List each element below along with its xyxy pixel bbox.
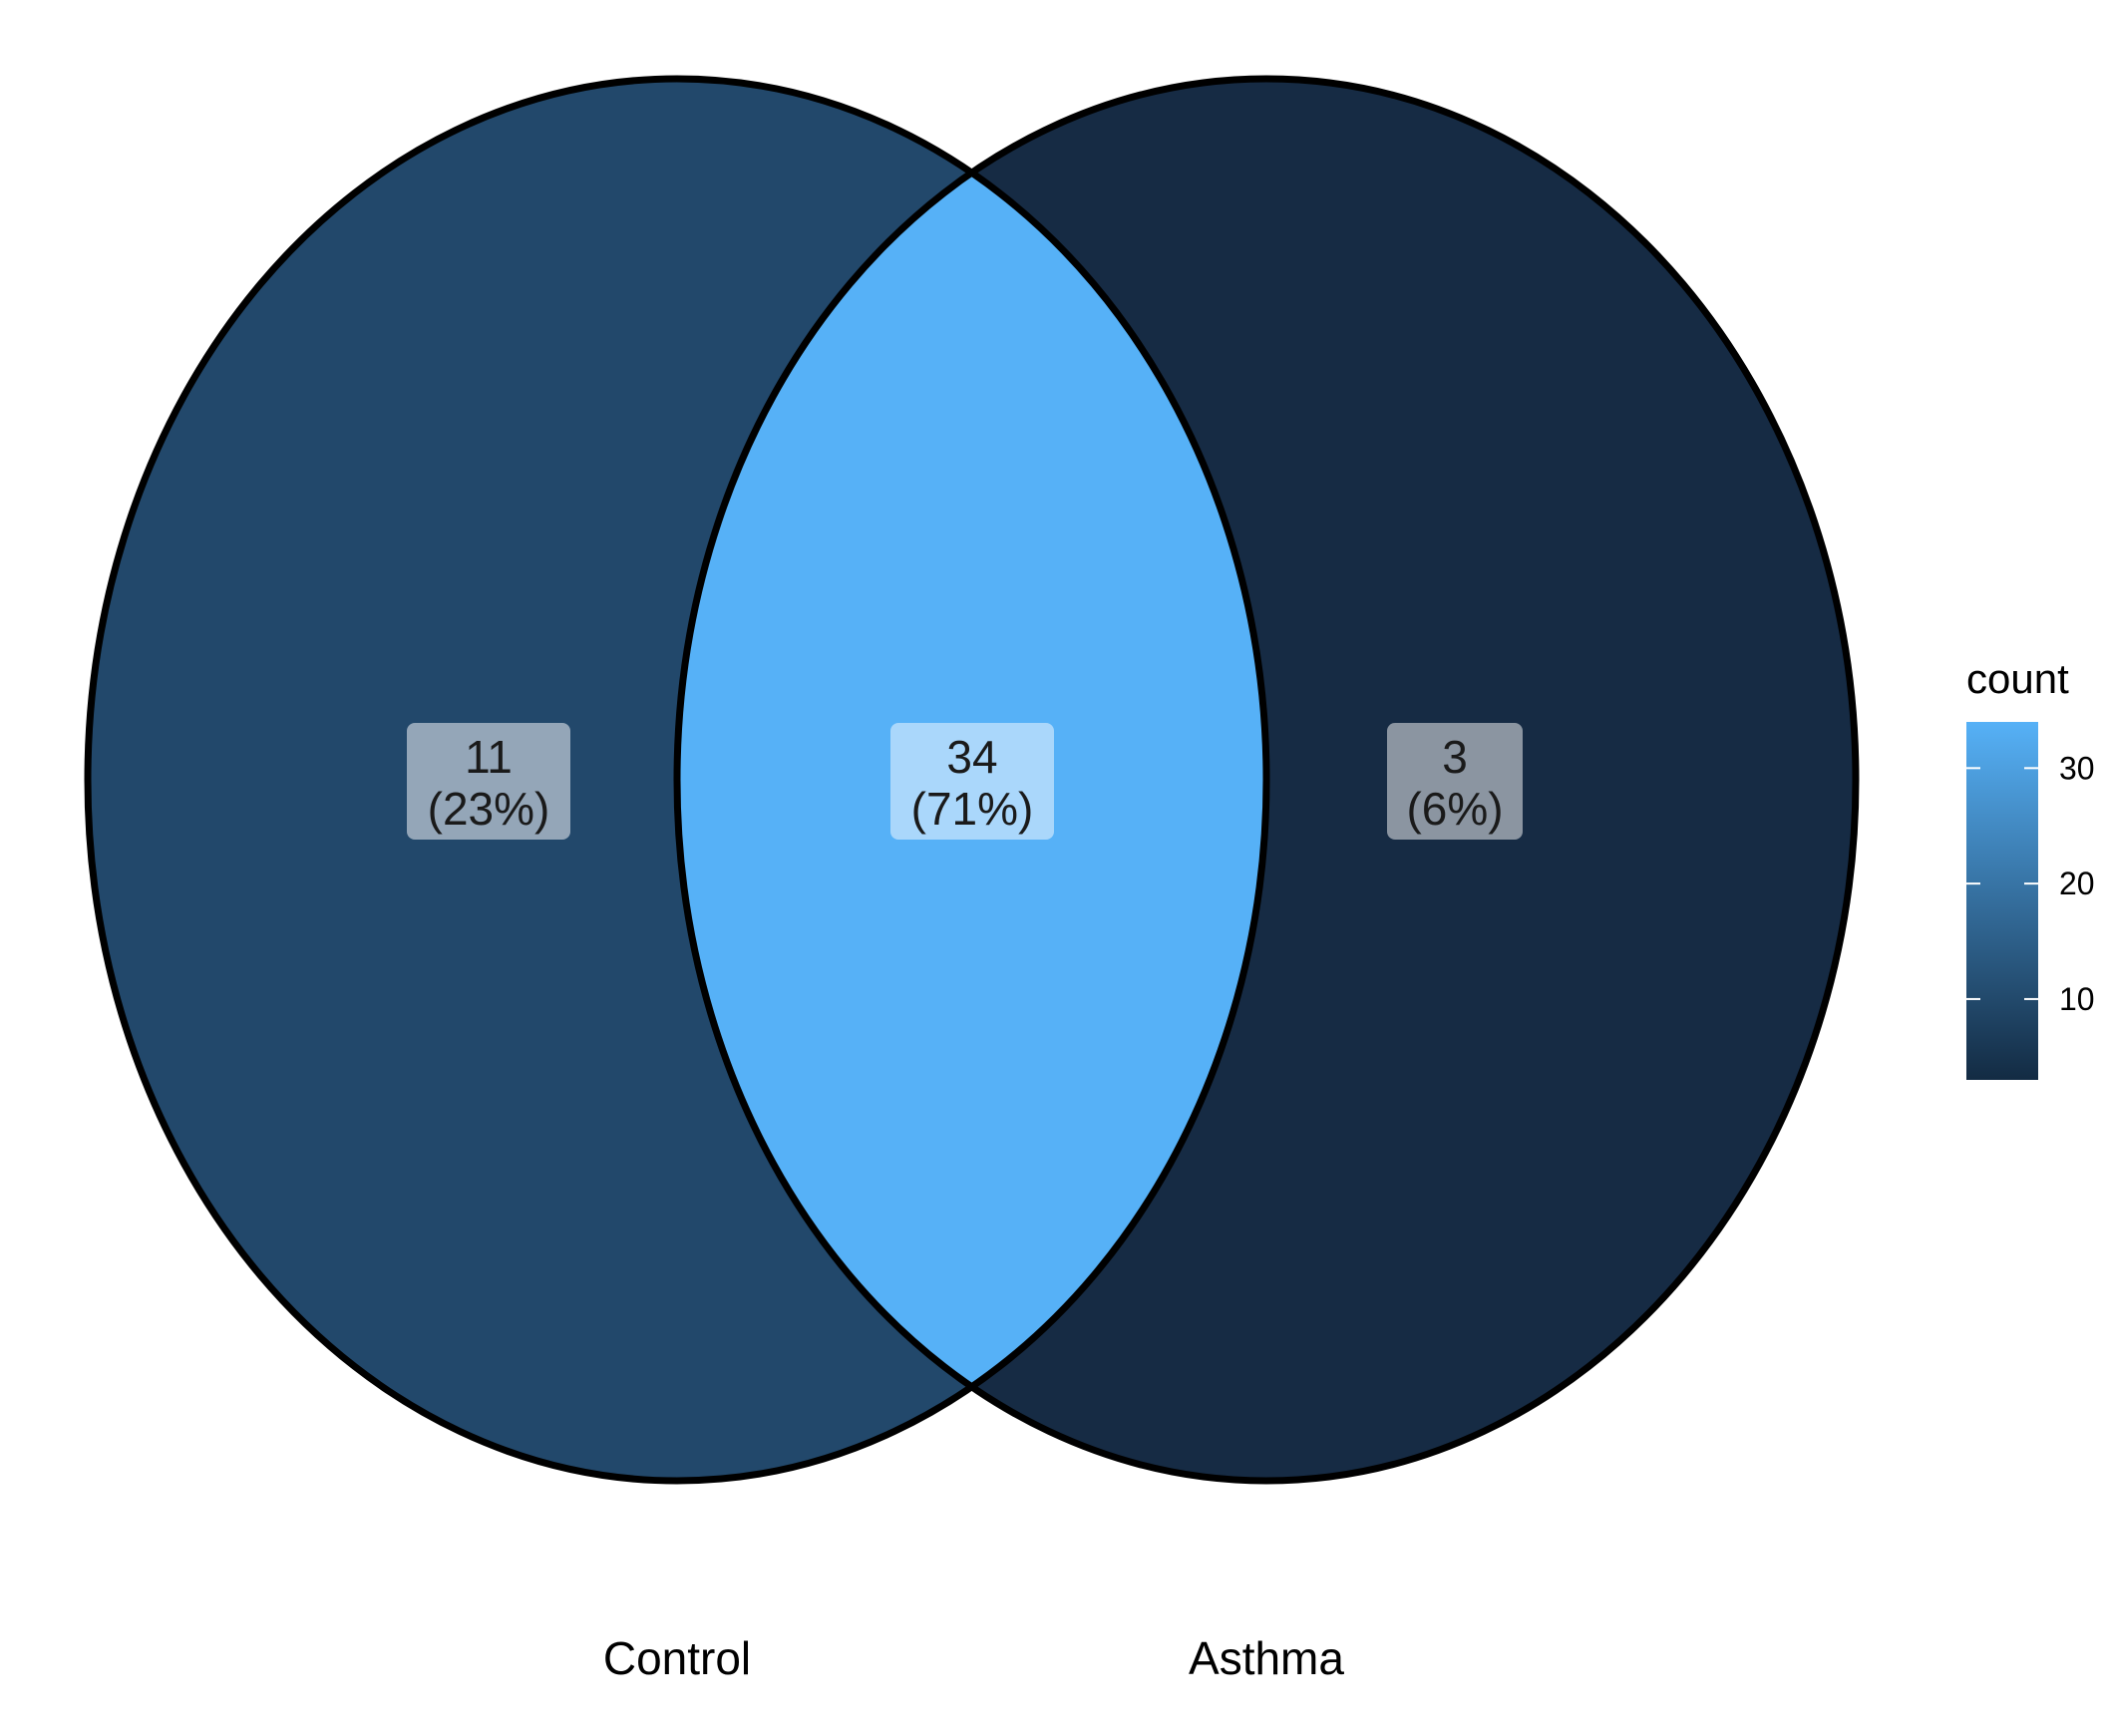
set-asthma-outline — [673, 75, 1860, 1485]
region-count: 3 — [1442, 731, 1468, 783]
region-intersection — [677, 79, 1266, 1481]
legend-tick-label: 30 — [2059, 750, 2095, 786]
region-count: 11 — [465, 731, 513, 783]
label-box — [407, 723, 570, 840]
label-box — [890, 723, 1054, 840]
region-label-intersection: 34 (71%) — [890, 723, 1054, 840]
region-label-control-only: 11 (23%) — [407, 723, 570, 840]
set-label-control: Control — [603, 1632, 751, 1684]
region-percent: (71%) — [911, 783, 1034, 835]
region-count: 34 — [946, 731, 997, 783]
label-box — [1387, 723, 1523, 840]
set-label-asthma: Asthma — [1189, 1632, 1344, 1684]
region-percent: (6%) — [1406, 783, 1503, 835]
region-percent: (23%) — [428, 783, 550, 835]
set-control-outline — [84, 75, 1270, 1485]
legend-tick-label: 10 — [2059, 981, 2095, 1017]
legend-tick-label: 20 — [2059, 866, 2095, 901]
color-legend: count 30 20 10 — [1966, 655, 2095, 1080]
legend-title: count — [1966, 655, 2069, 702]
legend-ticks: 30 20 10 — [1966, 750, 2095, 1017]
legend-colorbar — [1966, 722, 2038, 1080]
region-label-asthma-only: 3 (6%) — [1387, 723, 1523, 840]
